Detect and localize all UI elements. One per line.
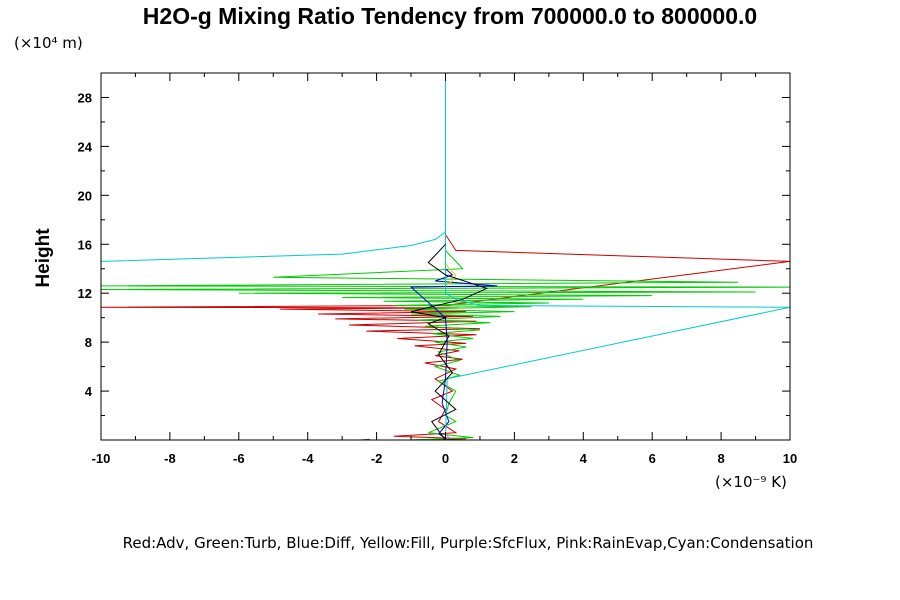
y-tick-label: 28 [78, 90, 92, 105]
series-group [100, 73, 791, 441]
x-tick-label: 10 [783, 451, 797, 466]
x-axis-unit: (×10⁻⁹ K) [715, 473, 787, 491]
series-line-rainevap [445, 433, 450, 441]
series-line-adv [100, 234, 791, 441]
y-tick-label: 20 [78, 188, 92, 203]
y-tick-label: 4 [85, 384, 93, 399]
chart-title: H2O-g Mixing Ratio Tendency from 700000.… [143, 3, 757, 29]
x-tick-label: 2 [511, 451, 518, 466]
y-axis-label: Height [33, 228, 54, 288]
x-tick-label: 4 [580, 451, 588, 466]
y-axis-unit: (×10⁴ m) [14, 34, 83, 52]
series-line-condensation [100, 73, 791, 441]
x-tick-label: 6 [649, 451, 656, 466]
x-tick-label: 0 [442, 451, 449, 466]
x-tick-label: -10 [92, 451, 111, 466]
series-line-total [410, 243, 489, 441]
legend-text: Red:Adv, Green:Turb, Blue:Diff, Yellow:F… [123, 534, 814, 552]
x-tick-label: -6 [233, 451, 245, 466]
y-tick-label: 16 [78, 237, 92, 252]
x-tick-label: -2 [371, 451, 383, 466]
series-line-fill [445, 262, 457, 287]
series-line-diff [409, 268, 498, 441]
x-tick-label: -4 [302, 451, 314, 466]
x-tick-label: -8 [164, 451, 176, 466]
y-tick-label: 24 [78, 139, 93, 154]
x-tick-label: 8 [717, 451, 724, 466]
y-tick-label: 12 [78, 286, 92, 301]
y-tick-label: 8 [85, 335, 92, 350]
